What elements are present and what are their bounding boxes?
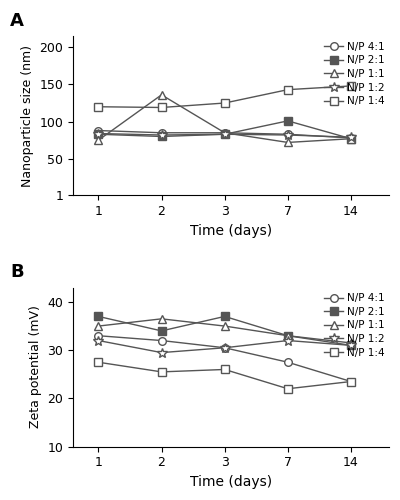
N/P 1:4 <box>222 366 227 372</box>
N/P 1:4 <box>286 386 290 392</box>
Y-axis label: Nanoparticle size (nm): Nanoparticle size (nm) <box>21 44 34 187</box>
N/P 4:1 <box>286 132 290 138</box>
N/P 1:1 <box>286 140 290 145</box>
N/P 4:1 <box>96 332 101 338</box>
N/P 1:2 <box>96 338 101 344</box>
N/P 4:1 <box>348 135 353 141</box>
Line: N/P 1:2: N/P 1:2 <box>94 128 356 142</box>
N/P 2:1 <box>96 132 101 138</box>
N/P 1:1 <box>222 130 227 136</box>
N/P 1:4 <box>222 100 227 106</box>
Line: N/P 1:1: N/P 1:1 <box>94 314 355 347</box>
N/P 2:1 <box>348 136 353 141</box>
N/P 1:2 <box>159 132 164 138</box>
Line: N/P 1:1: N/P 1:1 <box>94 90 355 146</box>
N/P 1:2 <box>159 350 164 356</box>
N/P 1:4 <box>348 378 353 384</box>
N/P 1:2 <box>286 132 290 138</box>
Line: N/P 4:1: N/P 4:1 <box>94 126 355 142</box>
N/P 1:1 <box>348 340 353 346</box>
N/P 1:1 <box>286 332 290 338</box>
Text: B: B <box>10 263 24 281</box>
Line: N/P 2:1: N/P 2:1 <box>94 117 355 142</box>
X-axis label: Time (days): Time (days) <box>190 224 272 237</box>
N/P 2:1 <box>159 134 164 140</box>
Line: N/P 1:2: N/P 1:2 <box>94 336 356 357</box>
N/P 2:1 <box>222 314 227 320</box>
N/P 4:1 <box>286 359 290 365</box>
N/P 1:4 <box>286 86 290 92</box>
Legend: N/P 4:1, N/P 2:1, N/P 1:1, N/P 1:2, N/P 1:4: N/P 4:1, N/P 2:1, N/P 1:1, N/P 1:2, N/P … <box>322 291 387 360</box>
N/P 1:4 <box>159 104 164 110</box>
N/P 1:2 <box>286 338 290 344</box>
N/P 2:1 <box>222 132 227 138</box>
N/P 1:2 <box>222 345 227 351</box>
N/P 1:2 <box>222 132 227 138</box>
N/P 1:1 <box>96 323 101 329</box>
N/P 1:1 <box>222 323 227 329</box>
N/P 4:1 <box>159 338 164 344</box>
N/P 2:1 <box>286 118 290 124</box>
N/P 4:1 <box>222 345 227 351</box>
N/P 1:4 <box>348 83 353 89</box>
N/P 2:1 <box>348 342 353 348</box>
Line: N/P 1:4: N/P 1:4 <box>94 358 355 392</box>
Line: N/P 4:1: N/P 4:1 <box>94 332 355 386</box>
Line: N/P 2:1: N/P 2:1 <box>94 312 355 349</box>
N/P 1:1 <box>348 136 353 141</box>
N/P 1:4 <box>96 104 101 110</box>
N/P 1:1 <box>159 92 164 98</box>
Legend: N/P 4:1, N/P 2:1, N/P 1:1, N/P 1:2, N/P 1:4: N/P 4:1, N/P 2:1, N/P 1:1, N/P 1:2, N/P … <box>322 40 387 108</box>
N/P 4:1 <box>222 130 227 136</box>
N/P 1:1 <box>159 316 164 322</box>
Y-axis label: Zeta potential (mV): Zeta potential (mV) <box>29 306 42 428</box>
X-axis label: Time (days): Time (days) <box>190 475 272 489</box>
Line: N/P 1:4: N/P 1:4 <box>94 82 355 112</box>
N/P 1:1 <box>96 137 101 143</box>
N/P 4:1 <box>159 130 164 136</box>
N/P 4:1 <box>348 378 353 384</box>
N/P 2:1 <box>159 328 164 334</box>
N/P 1:4 <box>159 369 164 375</box>
N/P 2:1 <box>286 332 290 338</box>
N/P 4:1 <box>96 128 101 134</box>
Text: A: A <box>10 12 24 30</box>
N/P 1:2 <box>96 130 101 136</box>
N/P 1:2 <box>348 134 353 140</box>
N/P 2:1 <box>96 314 101 320</box>
N/P 1:2 <box>348 342 353 348</box>
N/P 1:4 <box>96 359 101 365</box>
